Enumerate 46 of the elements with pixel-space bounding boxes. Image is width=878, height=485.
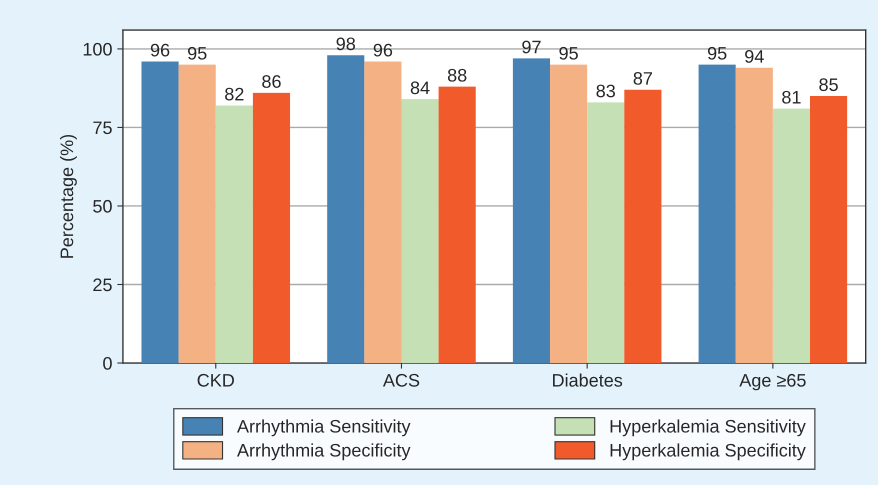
data-label: 83	[596, 84, 615, 98]
y-tick-label: 50	[93, 200, 112, 213]
data-label: 85	[819, 78, 838, 92]
y-tick-label: 25	[93, 278, 112, 292]
y-axis-title: Percentage (%)	[60, 134, 77, 258]
legend-label: Arrhythmia Specificity	[237, 443, 411, 460]
data-label: 95	[708, 46, 726, 60]
data-label: 98	[336, 37, 356, 50]
bar	[772, 108, 810, 364]
legend-label: Hyperkalemia Specificity	[610, 443, 806, 460]
bar	[624, 90, 662, 364]
x-tick-label: ACS	[382, 374, 420, 387]
bar	[178, 64, 216, 364]
data-label: 86	[262, 75, 281, 88]
data-label: 94	[745, 50, 764, 63]
bar	[736, 68, 773, 364]
bar	[364, 61, 402, 364]
bar	[216, 105, 253, 364]
bar	[698, 64, 736, 364]
bar	[550, 64, 588, 364]
data-label: 95	[559, 46, 578, 60]
x-tick-label: CKD	[198, 374, 234, 387]
data-label: 81	[782, 90, 801, 104]
bar	[401, 99, 439, 364]
x-tick-label: Diabetes	[553, 373, 622, 387]
y-tick-label: 75	[93, 122, 112, 134]
y-tick-label: 100	[84, 42, 112, 56]
data-label: 97	[522, 40, 541, 54]
data-label: 96	[150, 44, 170, 57]
data-label: 95	[188, 46, 206, 60]
bar	[512, 58, 550, 364]
data-label: 82	[225, 88, 244, 100]
bar	[810, 96, 848, 364]
bar	[141, 61, 179, 364]
data-label: 96	[374, 44, 392, 57]
legend-label: Hyperkalemia Sensitivity	[610, 419, 806, 436]
x-tick-label: Age ≥65	[739, 374, 806, 390]
bar	[327, 55, 364, 364]
data-label: 88	[448, 68, 466, 82]
legend-label: Arrhythmia Sensitivity	[237, 419, 411, 436]
data-label: 84	[410, 81, 430, 94]
data-label: 87	[634, 72, 652, 85]
bar	[587, 102, 624, 364]
y-tick-label: 0	[103, 356, 112, 370]
bar	[252, 92, 290, 364]
bar	[438, 86, 476, 364]
